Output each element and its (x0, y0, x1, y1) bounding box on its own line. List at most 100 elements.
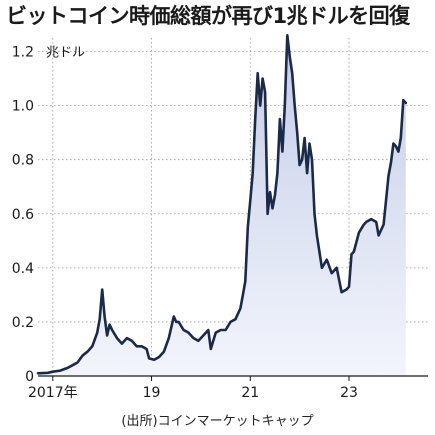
y-tick-label: 0.2 (12, 315, 34, 331)
data-point (316, 235, 317, 236)
data-point (279, 119, 280, 120)
data-point (153, 359, 154, 360)
x-tick-label: 23 (340, 385, 358, 401)
data-point (210, 348, 211, 349)
data-point (260, 105, 261, 106)
x-tick-label: 2017年 (28, 385, 78, 401)
data-point (242, 294, 243, 295)
data-point (37, 373, 38, 374)
data-point (277, 173, 278, 174)
data-point (176, 321, 177, 322)
data-point (72, 365, 73, 366)
data-point (82, 355, 83, 356)
data-point (112, 329, 113, 330)
data-point (141, 346, 142, 347)
data-point (67, 367, 68, 368)
data-point (353, 251, 354, 252)
y-tick-label: 0.8 (12, 153, 34, 169)
data-point (168, 338, 169, 339)
y-tick-label: 0.4 (12, 261, 34, 277)
data-point (297, 132, 298, 133)
data-point (215, 332, 216, 333)
data-point (403, 100, 404, 101)
data-point (376, 221, 377, 222)
data-point (289, 56, 290, 57)
data-point (371, 219, 372, 220)
data-point (121, 343, 122, 344)
data-point (272, 208, 273, 209)
data-point (97, 332, 98, 333)
data-point (262, 78, 263, 79)
data-point (109, 324, 110, 325)
area-fill (38, 35, 406, 377)
data-point (87, 351, 88, 352)
data-point (102, 289, 103, 290)
chart-title: ビットコイン時価総額が再び1兆ドルを回復 (6, 4, 410, 28)
data-point (331, 273, 332, 274)
data-point (314, 213, 315, 214)
data-point (378, 235, 379, 236)
data-point (131, 340, 132, 341)
data-point (240, 308, 241, 309)
data-point (358, 232, 359, 233)
data-point (311, 159, 312, 160)
data-point (292, 73, 293, 74)
data-point (302, 159, 303, 160)
axes (38, 375, 428, 381)
data-point (348, 286, 349, 287)
data-point (299, 165, 300, 166)
data-point (326, 259, 327, 260)
data-point (252, 173, 253, 174)
data-point (341, 292, 342, 293)
data-point (99, 319, 100, 320)
line-series (36, 34, 408, 375)
data-point (225, 329, 226, 330)
data-point (146, 348, 147, 349)
data-point (366, 221, 367, 222)
x-tick-label: 21 (241, 385, 259, 401)
data-point (309, 143, 310, 144)
data-point (183, 329, 184, 330)
data-point (287, 35, 288, 36)
market-cap-line (36, 34, 408, 375)
data-point (351, 254, 352, 255)
y-tick-label: 1.0 (12, 99, 34, 115)
data-point (149, 358, 150, 359)
data-point (104, 316, 105, 317)
data-point (321, 267, 322, 268)
data-point (395, 146, 396, 147)
data-point (188, 332, 189, 333)
data-point (363, 224, 364, 225)
area-shape (38, 35, 406, 377)
data-point (208, 329, 209, 330)
data-point (178, 321, 179, 322)
data-point (203, 335, 204, 336)
data-point (220, 329, 221, 330)
data-point (265, 92, 266, 93)
y-tick-label: 0.6 (12, 207, 34, 223)
data-point (163, 351, 164, 352)
data-point (107, 335, 108, 336)
data-point (255, 119, 256, 120)
data-point (307, 173, 308, 174)
data-point (235, 319, 236, 320)
data-point (60, 370, 61, 371)
data-point (390, 162, 391, 163)
data-point (269, 192, 270, 193)
data-point (247, 227, 248, 228)
data-point (158, 357, 159, 358)
y-tick-label: 0 (25, 369, 34, 385)
x-tick-label: 19 (143, 385, 161, 401)
data-point (250, 200, 251, 201)
data-point (400, 137, 401, 138)
data-point (245, 281, 246, 282)
data-point (92, 346, 93, 347)
y-unit-label: 兆ドル (46, 46, 85, 61)
data-point (230, 321, 231, 322)
data-point (198, 340, 199, 341)
data-point (284, 105, 285, 106)
data-point (173, 316, 174, 317)
data-point (116, 338, 117, 339)
data-point (383, 224, 384, 225)
